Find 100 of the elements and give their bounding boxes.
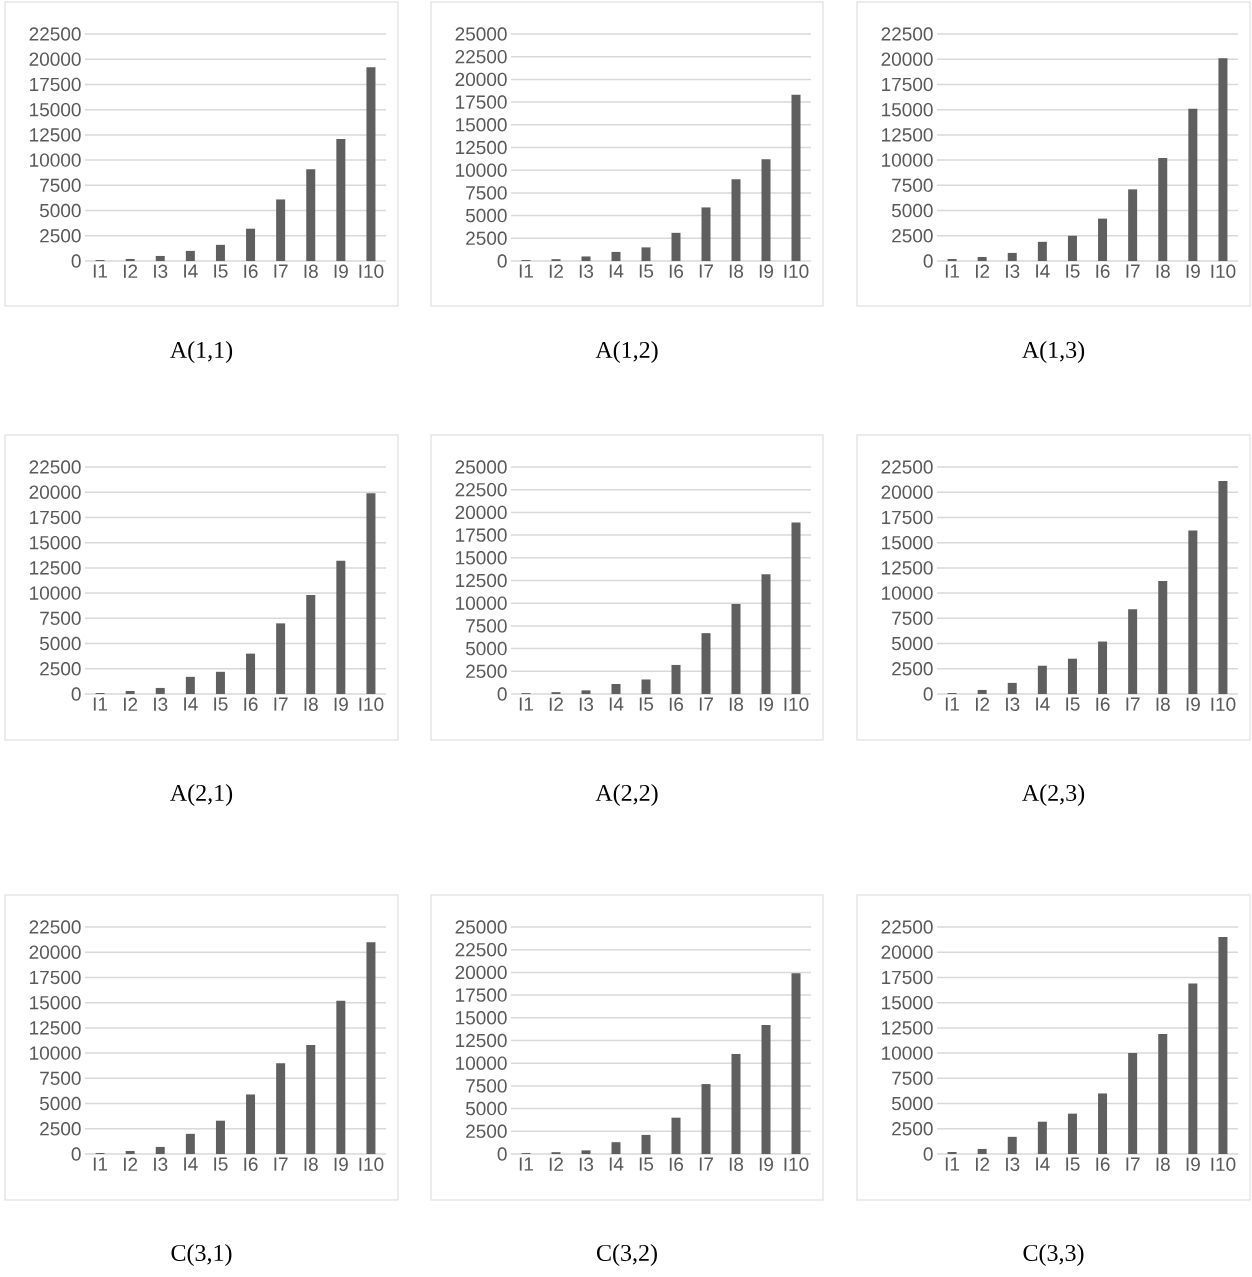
y-tick-label: 10000 — [882, 153, 933, 167]
x-tick-label: I6 — [244, 1157, 258, 1171]
x-tick-label: I9 — [1186, 1157, 1200, 1171]
bar — [1007, 1136, 1017, 1154]
x-tick-label: I6 — [669, 1157, 684, 1171]
y-tick-label: 15000 — [882, 995, 933, 1010]
x-tick-label: I7 — [1126, 264, 1140, 278]
bar — [1128, 609, 1138, 694]
x-tick-label: I4 — [184, 264, 198, 278]
x-tick-label: I5 — [1066, 697, 1080, 711]
x-tick-label: I1 — [519, 1157, 533, 1171]
y-tick-label: 12500 — [30, 1021, 81, 1035]
bar — [306, 595, 316, 694]
x-tick-label: I5 — [1066, 264, 1080, 278]
bar — [1218, 937, 1228, 1154]
bar — [1158, 158, 1168, 261]
x-tick-label: I10 — [1211, 264, 1236, 278]
bar — [1128, 189, 1138, 261]
x-tick-label: I5 — [639, 264, 654, 278]
y-tick-label: 12500 — [30, 561, 81, 575]
bar — [701, 207, 711, 261]
bar — [276, 199, 286, 261]
y-tick-label: 25000 — [455, 27, 507, 41]
x-tick-label: I10 — [1211, 1157, 1236, 1171]
x-tick-label: I10 — [359, 264, 384, 278]
text: C(3,1) — [171, 1244, 232, 1266]
x-tick-label: I7 — [1126, 1157, 1140, 1171]
bar — [366, 67, 376, 261]
text: A(1,1) — [170, 341, 233, 363]
bar — [366, 942, 376, 1154]
y-tick-label: 2500 — [40, 1122, 81, 1136]
y-tick-label: 10000 — [882, 1046, 933, 1060]
bar — [276, 1063, 286, 1154]
y-tick-label: 5000 — [39, 1096, 81, 1111]
y-tick-label: 15000 — [456, 1011, 507, 1025]
x-tick-label: I9 — [334, 264, 348, 278]
y-tick-label: 2500 — [892, 662, 933, 676]
x-tick-label: I8 — [304, 697, 318, 711]
x-tick-label: I1 — [93, 697, 108, 711]
x-tick-label: I3 — [579, 697, 594, 711]
x-tick-label: I8 — [1156, 264, 1170, 278]
y-tick-label: 20000 — [881, 52, 933, 66]
y-tick-label: 22500 — [29, 920, 81, 934]
bar — [276, 623, 286, 694]
bar — [761, 574, 771, 694]
x-tick-label: I2 — [123, 697, 138, 711]
x-tick-label: I1 — [945, 697, 960, 711]
bar — [1007, 682, 1017, 694]
x-tick-label: I9 — [1186, 697, 1200, 711]
y-tick-label: 0 — [923, 254, 933, 268]
x-tick-label: I3 — [1006, 697, 1020, 711]
y-tick-label: 7500 — [40, 178, 81, 193]
x-tick-label: I7 — [274, 697, 288, 711]
y-tick-label: 5000 — [891, 636, 933, 651]
bar — [1067, 658, 1077, 694]
bar — [1188, 530, 1198, 694]
x-tick-label: I7 — [699, 697, 713, 711]
y-tick-label: 15000 — [30, 102, 81, 117]
x-tick-label: I10 — [784, 697, 809, 711]
x-tick-label: I1 — [519, 264, 533, 278]
y-tick-label: 5000 — [465, 208, 507, 223]
y-tick-label: 2500 — [466, 1124, 507, 1139]
y-tick-label: 0 — [497, 1147, 507, 1161]
y-tick-label: 25000 — [455, 460, 507, 474]
bar — [1037, 665, 1047, 694]
y-tick-label: 15000 — [30, 995, 81, 1010]
x-tick-label: I1 — [519, 697, 533, 711]
bar — [641, 247, 651, 261]
x-tick-label: I8 — [1156, 1157, 1170, 1171]
bar — [671, 664, 681, 694]
bar — [581, 1150, 591, 1154]
bar — [336, 560, 346, 694]
y-tick-label: 5000 — [39, 636, 81, 651]
bar — [125, 690, 135, 694]
x-tick-label: I10 — [359, 697, 384, 711]
bar — [246, 1094, 256, 1154]
x-tick-label: I8 — [729, 1157, 744, 1171]
bar — [581, 690, 591, 694]
y-tick-label: 0 — [71, 1147, 81, 1161]
x-tick-label: I3 — [1006, 1157, 1020, 1171]
x-tick-label: I6 — [1096, 697, 1110, 711]
y-tick-label: 12500 — [456, 1033, 507, 1048]
bar — [125, 1150, 135, 1154]
y-tick-label: 17500 — [30, 510, 81, 525]
bar — [947, 258, 957, 261]
x-tick-label: I5 — [639, 1157, 654, 1171]
x-tick-label: I6 — [669, 264, 684, 278]
x-tick-label: I10 — [1211, 697, 1236, 711]
x-tick-label: I6 — [669, 697, 684, 711]
y-tick-label: 20000 — [29, 945, 81, 959]
bar — [977, 689, 987, 694]
y-tick-label: 10000 — [30, 153, 81, 167]
y-tick-label: 7500 — [892, 1071, 933, 1086]
x-tick-label: I1 — [93, 264, 108, 278]
x-tick-label: I2 — [549, 264, 563, 278]
x-tick-label: I4 — [609, 264, 624, 278]
x-tick-label: I2 — [975, 697, 990, 711]
x-tick-label: I10 — [359, 1157, 384, 1171]
bar — [336, 1000, 346, 1154]
bar — [731, 179, 741, 261]
